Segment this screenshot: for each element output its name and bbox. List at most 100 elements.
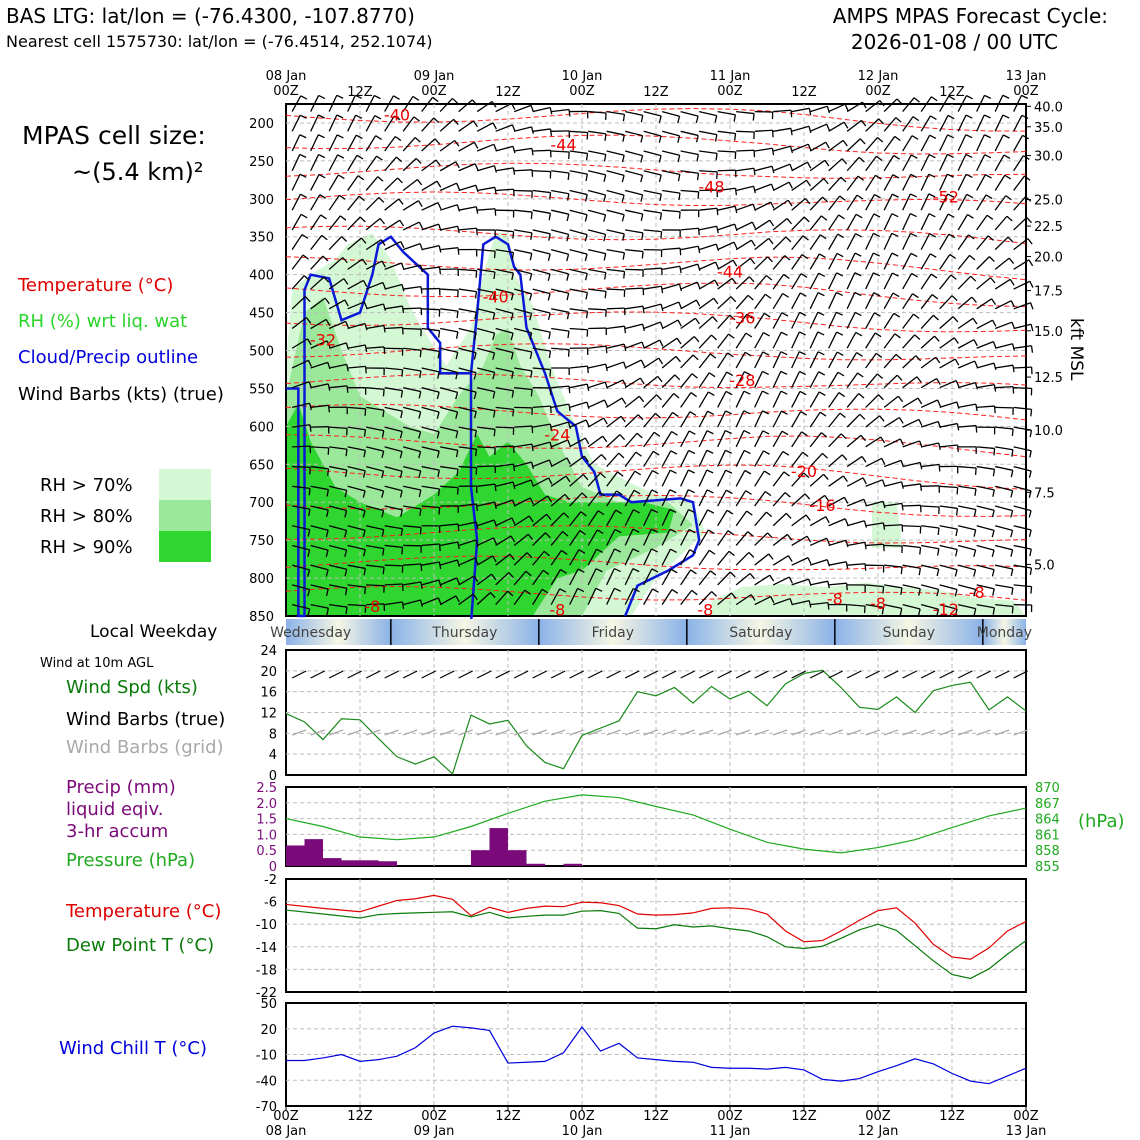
temperature-label: -12 bbox=[933, 600, 959, 619]
wind-barb bbox=[495, 367, 514, 373]
wind-barb-flag bbox=[789, 146, 794, 154]
weekday-band bbox=[538, 619, 687, 645]
wind-barb bbox=[532, 149, 551, 152]
wind-barb bbox=[477, 268, 496, 273]
wind-barb bbox=[439, 595, 457, 606]
wind-barb-flag bbox=[416, 179, 423, 186]
wind-barb-flag bbox=[808, 126, 812, 134]
wind-barb-flag bbox=[400, 241, 405, 249]
wind-barb-flag bbox=[1028, 529, 1032, 537]
wind-barb-flag bbox=[854, 252, 862, 257]
wind-barb bbox=[865, 603, 884, 609]
wind-barb-flag bbox=[1010, 510, 1014, 518]
wind-barb-flag bbox=[640, 135, 644, 143]
wind-barb-flag bbox=[802, 235, 809, 241]
wind-barb-flag bbox=[528, 515, 534, 523]
wind-barb-flag bbox=[857, 372, 864, 378]
wind-barb bbox=[532, 423, 551, 428]
wind-barb-flag bbox=[438, 507, 441, 515]
wind-barb bbox=[754, 390, 763, 408]
wind-barb-flag bbox=[877, 136, 884, 143]
wind-barb-flag bbox=[711, 591, 718, 597]
wind-barb bbox=[291, 317, 307, 330]
wind-barb bbox=[384, 465, 403, 472]
wind-barb-flag bbox=[529, 497, 534, 505]
wind-barb bbox=[458, 521, 477, 527]
wind-barb-true bbox=[717, 670, 732, 679]
wind-barb-flag bbox=[583, 455, 589, 463]
wind-barb bbox=[976, 525, 995, 531]
wind-barb-flag bbox=[750, 239, 756, 247]
wind-barb bbox=[347, 525, 366, 531]
wind-barb-flag bbox=[1008, 257, 1015, 264]
wind-barb bbox=[772, 145, 791, 152]
wind-barb bbox=[643, 130, 662, 137]
x-tick-bottom: 00Z 09 Jan bbox=[414, 1109, 455, 1139]
wind-barb bbox=[329, 544, 347, 551]
wind-barb-flag bbox=[974, 360, 979, 368]
wind-barb bbox=[403, 581, 422, 586]
wind-barb-flag bbox=[991, 530, 995, 538]
wind-barb bbox=[791, 161, 808, 172]
temperature-label: -36 bbox=[729, 309, 755, 328]
wind-barb bbox=[717, 371, 728, 389]
wind-barb bbox=[939, 115, 949, 132]
wind-barb-flag bbox=[984, 114, 991, 119]
wind-barb-grid bbox=[754, 729, 769, 736]
wind-barb bbox=[921, 505, 940, 508]
wind-barb-flag bbox=[860, 120, 867, 127]
y-tick: -22 bbox=[256, 986, 277, 1001]
wind-barb-flag bbox=[401, 601, 405, 610]
legend-rh90-swatch bbox=[159, 531, 211, 562]
wind-barb bbox=[717, 410, 727, 428]
wind-barb-flag bbox=[400, 411, 403, 419]
precip-bar bbox=[360, 860, 379, 866]
wind-barb-flag bbox=[381, 430, 385, 438]
wind-barb bbox=[883, 374, 898, 389]
wind-barb bbox=[347, 155, 358, 172]
wind-barb-flag bbox=[752, 113, 755, 121]
wind-barb-flag bbox=[803, 216, 810, 223]
wind-barb bbox=[735, 351, 746, 369]
wind-barb bbox=[606, 307, 625, 310]
wind-barb-flag bbox=[749, 573, 756, 580]
legend-rh: RH (%) wrt liq. wat bbox=[18, 311, 188, 332]
wind-barb-true bbox=[310, 670, 325, 679]
wind-barb-flag bbox=[363, 301, 368, 309]
temperature-label: -24 bbox=[544, 425, 570, 444]
wind-barb-flag bbox=[973, 589, 977, 597]
wind-barb bbox=[606, 415, 622, 428]
wind-barb bbox=[569, 229, 588, 236]
wind-barb bbox=[421, 117, 435, 132]
wind-barb-flag bbox=[898, 417, 904, 424]
wind-barb-flag bbox=[918, 588, 921, 596]
wind-barb-flag bbox=[836, 311, 843, 316]
wind-barb bbox=[421, 446, 440, 452]
wind-barb bbox=[920, 134, 931, 152]
wind-barb bbox=[921, 525, 940, 529]
wind-barb bbox=[291, 359, 309, 369]
wind-barb-flag bbox=[399, 490, 403, 498]
wind-barb bbox=[366, 446, 384, 452]
wind-barb bbox=[680, 569, 692, 586]
wind-barb-flag bbox=[651, 489, 659, 494]
wind-barb-flag bbox=[640, 155, 644, 163]
wind-barb-flag bbox=[529, 253, 533, 261]
wind-barb-flag bbox=[786, 534, 793, 541]
wind-barb bbox=[995, 485, 1013, 492]
wind-barb-flag bbox=[727, 352, 734, 358]
wind-barb-flag bbox=[493, 429, 496, 437]
wind-barb bbox=[865, 415, 881, 428]
wind-barb bbox=[754, 275, 767, 290]
wind-barb bbox=[458, 426, 477, 432]
wind-barb-flag bbox=[675, 356, 681, 363]
wind-barb bbox=[939, 422, 958, 428]
wind-barb bbox=[625, 189, 643, 196]
wind-barb-flag bbox=[746, 313, 753, 319]
wind-barb bbox=[865, 174, 876, 191]
wind-barb-flag bbox=[928, 213, 936, 218]
wind-barb bbox=[809, 331, 819, 349]
wind-barb bbox=[513, 104, 532, 113]
y-tick-kft: 30.0 bbox=[1034, 150, 1063, 165]
wind-barb bbox=[403, 505, 422, 510]
